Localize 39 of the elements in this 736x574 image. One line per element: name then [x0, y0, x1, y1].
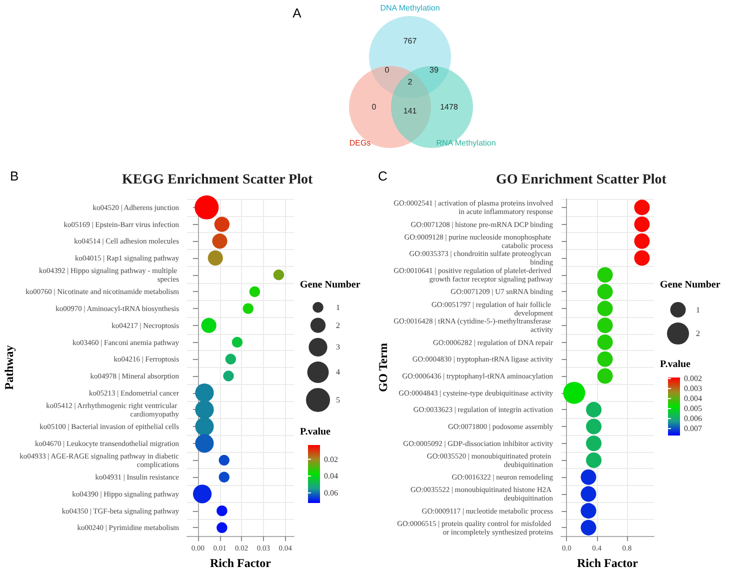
legend-label: 1	[336, 302, 340, 312]
text: 141	[403, 106, 418, 116]
color-bar-label: 0.007	[684, 424, 702, 434]
legend-title: Gene Number	[300, 280, 361, 290]
color-bar-label: 0.004	[684, 394, 702, 404]
legend-label: 5	[336, 395, 340, 404]
text: 39	[430, 66, 439, 74]
category-label: RNA Methylation	[436, 138, 496, 148]
x-axis-title: Rich Factor	[210, 556, 272, 570]
color-bar-label: 0.06	[324, 488, 338, 498]
color-bar-label: 0.003	[684, 384, 702, 394]
text: 767	[403, 36, 418, 46]
y-axis-title: GO Term	[376, 343, 390, 392]
color-bar-label: 0.04	[324, 472, 338, 481]
legend-label: 1	[696, 305, 700, 314]
color-bar-title: P.value	[300, 426, 332, 438]
legend-title: Gene Number	[660, 280, 721, 290]
text: 0	[372, 102, 377, 112]
legend-label: 3	[336, 342, 340, 352]
color-bar-label: 0.002	[684, 374, 702, 384]
category-label: DNA Methylation	[380, 4, 440, 12]
legend-label: 2	[696, 329, 700, 338]
text: 0	[384, 66, 390, 74]
legend-label: 4	[336, 368, 340, 377]
color-bar-label: 0.006	[684, 414, 702, 424]
text: C	[378, 168, 388, 184]
chart-title: GO Enrichment Scatter Plot	[496, 172, 667, 188]
category-label: DEGs	[349, 138, 371, 148]
color-bar-label: 0.005	[684, 404, 702, 414]
text: B	[10, 168, 19, 184]
color-bar-label: 0.02	[324, 454, 338, 464]
text: 1478	[440, 102, 458, 112]
color-bar-title: P.value	[660, 359, 692, 370]
text: 2	[408, 78, 413, 86]
chart-title: KEGG Enrichment Scatter Plot	[122, 172, 313, 188]
y-axis-title: Pathway	[2, 345, 16, 390]
text: A	[292, 6, 302, 20]
x-axis-title: Rich Factor	[577, 556, 639, 570]
legend-label: 2	[336, 320, 340, 330]
